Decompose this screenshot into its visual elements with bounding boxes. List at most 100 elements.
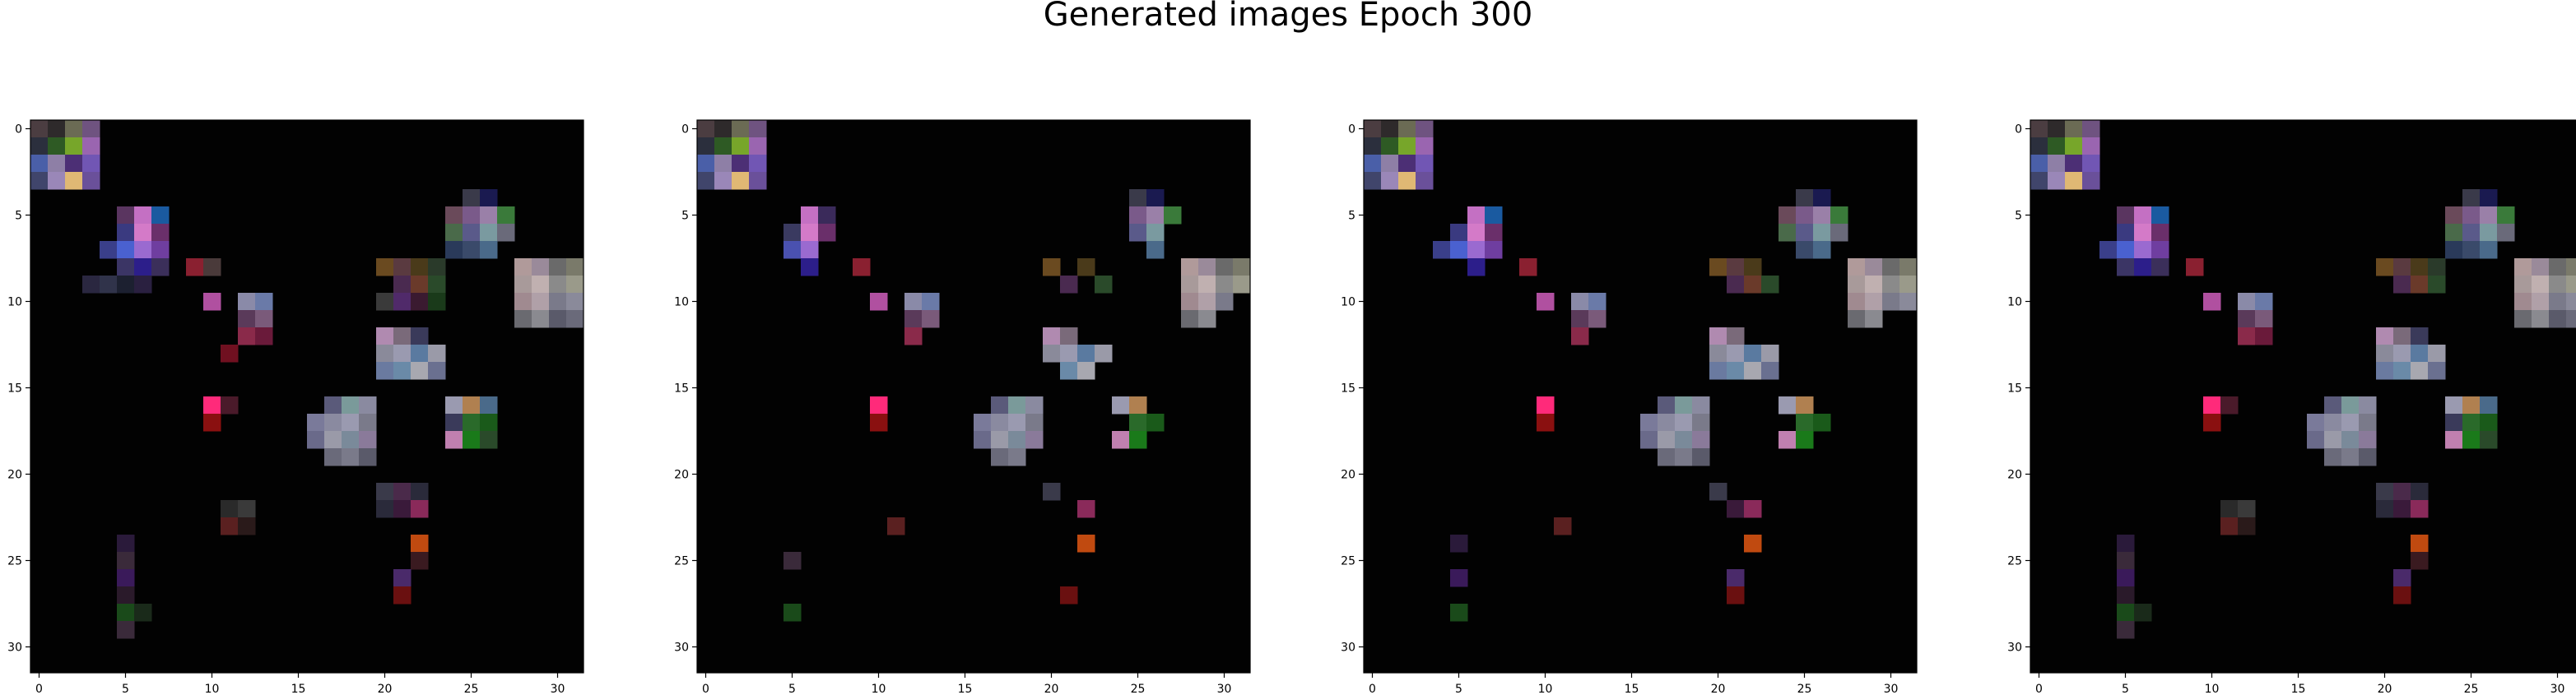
heatmap-cell [1398,155,1416,173]
heatmap-cell [1761,276,1779,294]
heatmap-cell [1658,414,1676,432]
heatmap-cell [1129,431,1147,449]
heatmap-cell [2514,310,2532,328]
heatmap-cell [65,120,83,138]
heatmap-cell [445,206,463,225]
heatmap-cell [1381,172,1399,190]
heatmap-cell [1467,206,1486,225]
heatmap-cell [2411,276,2429,294]
heatmap-cell [134,276,152,294]
heatmap-cell [1381,137,1399,155]
heatmap-cell [2514,276,2532,294]
heatmap-cell [749,172,767,190]
heatmap-cell [1899,276,1918,294]
heatmap-cell [1008,448,1026,466]
heatmap-cell [1744,276,1762,294]
heatmap-cell [1077,535,1095,553]
heatmap-cell [1181,258,1199,276]
heatmap-cell [117,276,135,294]
heatmap-cell [1181,276,1199,294]
heatmap-cell [1233,276,1251,294]
x-tick-label: 20 [378,683,393,695]
heatmap-cell [1692,396,1710,415]
heatmap-cell [870,293,888,311]
heatmap-cell [2220,500,2239,518]
heatmap-cell [1727,362,1745,380]
heatmap-cell [1129,414,1147,432]
heatmap-cell [2099,241,2118,259]
heatmap-cell [1692,448,1710,466]
heatmap-cell [2549,293,2567,311]
heatmap-cell [2480,206,2498,225]
heatmap-cell [1416,120,1434,138]
heatmap-cell [393,293,412,311]
heatmap-cell [1588,310,1607,328]
heatmap-cell [480,396,498,415]
heatmap-cell [1796,414,1814,432]
x-tick-label: 10 [205,683,220,695]
heatmap-cell [514,310,532,328]
heatmap-cell [991,396,1009,415]
heatmap-cell [2117,586,2135,605]
heatmap-cell [2376,500,2394,518]
heatmap-cell [203,293,221,311]
heatmap-cell [1129,206,1147,225]
heatmap-cell [532,258,550,276]
heatmap-cell [1744,345,1762,363]
heatmap-cell [2376,327,2394,345]
heatmap-cell [783,604,802,622]
heatmap-cell [1433,241,1451,259]
heatmap-cell [904,310,923,328]
heatmap-cell [1112,396,1130,415]
heatmap-cell [480,189,498,207]
heatmap-cell [1796,206,1814,225]
heatmap-cell [697,172,715,190]
heatmap-cell [480,431,498,449]
heatmap-cell [2151,258,2169,276]
heatmap-cell [2393,276,2411,294]
heatmap-cell [1198,258,1216,276]
heatmap-cell [1381,120,1399,138]
heatmap-background [697,120,1250,673]
heatmap-cell [1779,431,1797,449]
heatmap-cell [1813,224,1831,242]
heatmap-cell [991,414,1009,432]
heatmap-cell [1537,414,1555,432]
heatmap-cell [1060,586,1078,605]
heatmap-cell [801,224,819,242]
heatmap-cell [65,155,83,173]
x-tick-label: 25 [464,683,479,695]
heatmap-cell [497,224,515,242]
heatmap-cell [801,241,819,259]
figure-title: Generated images Epoch 300 [1043,0,1533,34]
heatmap-cell [1129,224,1147,242]
heatmap-cell [1398,172,1416,190]
heatmap-cell [2411,535,2429,553]
heatmap-cell [2151,224,2169,242]
heatmap-cell [1779,206,1797,225]
y-tick-label: 10 [674,296,689,309]
heatmap-cell [2065,120,2083,138]
heatmap-cell [1709,362,1727,380]
heatmap-cell [134,604,152,622]
x-tick-label: 10 [1538,683,1553,695]
heatmap-cell [1744,535,1762,553]
heatmap-cell [1537,396,1555,415]
y-tick-label: 15 [674,382,689,396]
heatmap-cell [203,258,221,276]
heatmap-cell [2082,172,2100,190]
heatmap-cell [2117,241,2135,259]
heatmap-cell [714,155,732,173]
heatmap-cell [411,345,429,363]
heatmap-cell [221,345,239,363]
heatmap-cell [1198,276,1216,294]
heatmap-cell [1043,483,1061,501]
heatmap-cell [393,586,412,605]
heatmap-cell [2255,310,2273,328]
heatmap-cell [2048,137,2066,155]
x-tick-label: 15 [958,683,973,695]
heatmap-cell [2359,431,2377,449]
heatmap-cell [445,241,463,259]
heatmap-cell [30,172,49,190]
heatmap-cell [342,448,360,466]
